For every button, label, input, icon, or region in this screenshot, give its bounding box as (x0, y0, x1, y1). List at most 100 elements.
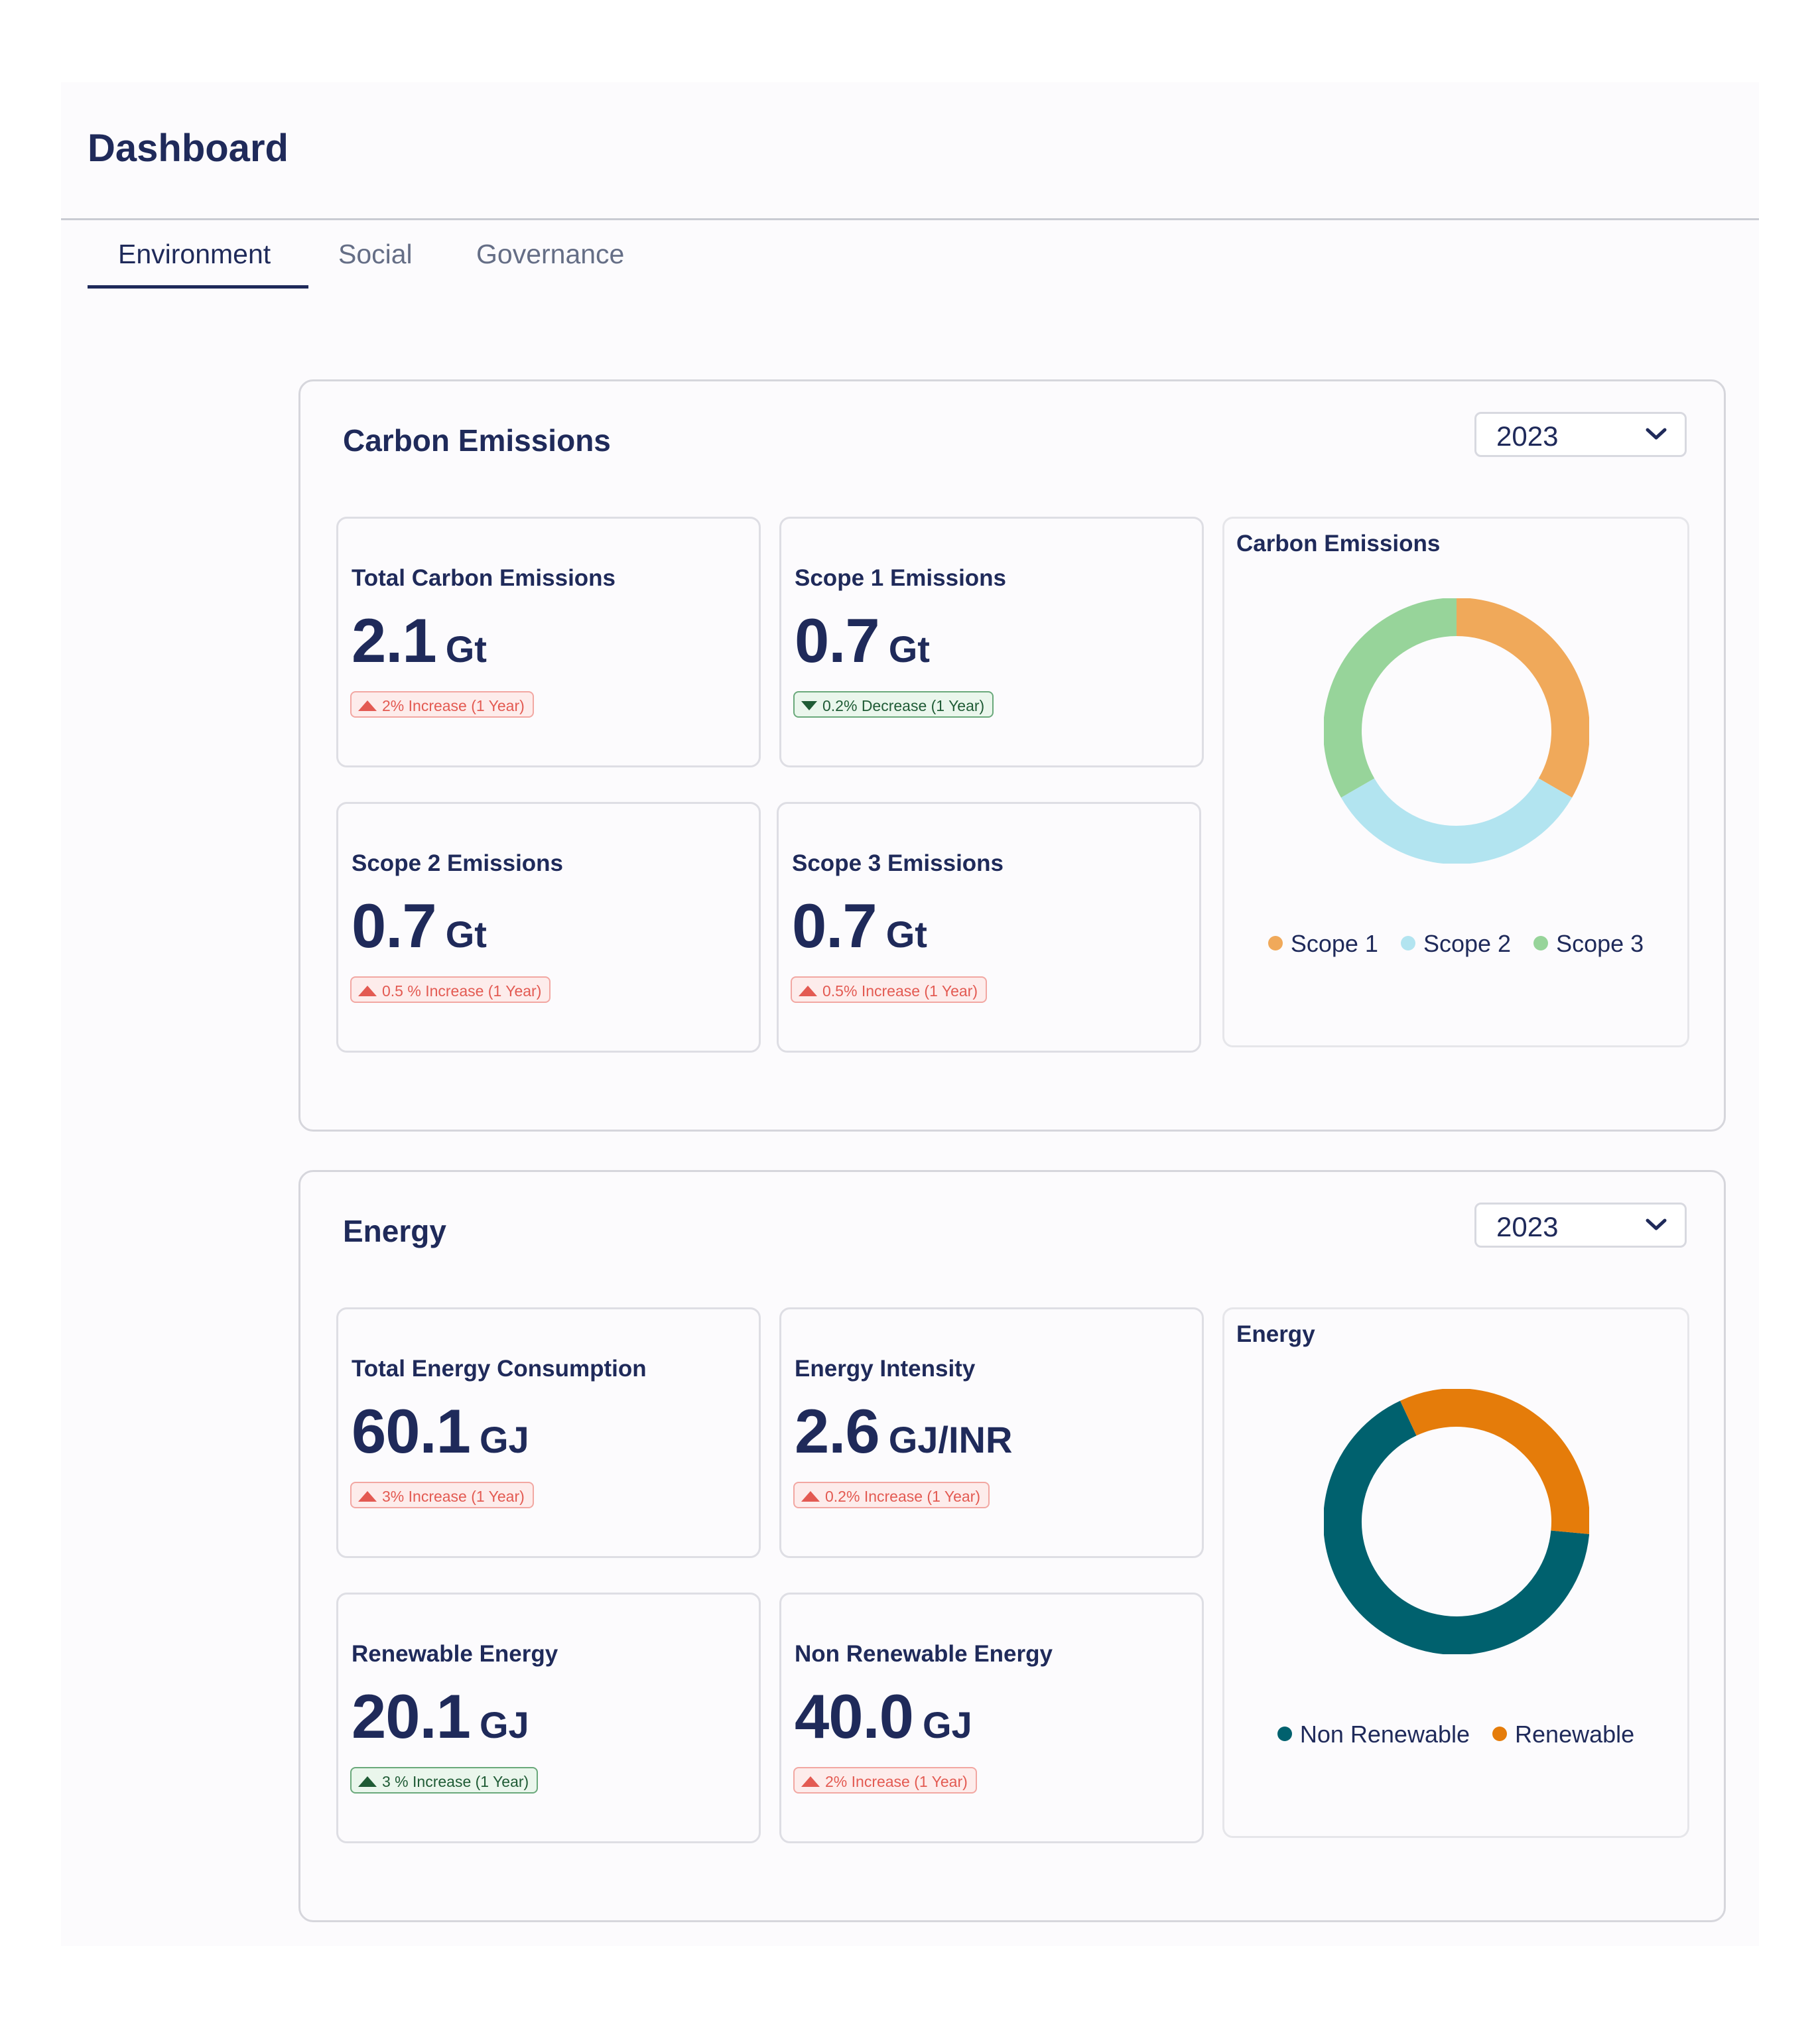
metric-unit: GJ/INR (888, 1419, 1013, 1461)
donut-slice-scope-1 (1456, 598, 1589, 798)
energy-year-select[interactable]: 2023 (1474, 1203, 1687, 1248)
scope-1-emissions-card: Scope 1 Emissions 0.7 Gt 0.2% Decrease (1… (779, 517, 1204, 767)
metric-number: 60.1 (352, 1396, 471, 1466)
legend-label: Scope 1 (1290, 930, 1378, 957)
trend-text: 0.5 % Increase (1 Year) (382, 982, 542, 1000)
legend-swatch (1277, 1727, 1292, 1742)
metric-value: 2.6 GJ/INR (795, 1396, 1012, 1467)
metric-unit: Gt (445, 628, 487, 670)
metric-unit: GJ (479, 1419, 529, 1461)
metric-unit: Gt (888, 628, 930, 670)
carbon-emissions-section: Carbon Emissions 2023 Total Carbon Emiss… (298, 379, 1726, 1132)
legend-item-scope-3: Scope 3 (1533, 930, 1644, 958)
metric-unit: GJ (922, 1704, 972, 1746)
legend-item-scope-1: Scope 1 (1268, 930, 1378, 958)
trend-badge: 0.5% Increase (1 Year) (791, 976, 987, 1003)
non-renewable-energy-card: Non Renewable Energy 40.0 GJ 2% Increase … (779, 1593, 1204, 1843)
chart-legend: Non Renewable Renewable (1224, 1721, 1687, 1748)
metric-value: 0.7 Gt (795, 605, 930, 677)
carbon-emissions-donut-chart (1324, 598, 1589, 864)
scope-3-emissions-card: Scope 3 Emissions 0.7 Gt 0.5% Increase (1… (777, 802, 1201, 1053)
section-title: Carbon Emissions (343, 423, 611, 458)
energy-donut-chart (1324, 1389, 1589, 1654)
trend-up-icon (358, 1490, 377, 1502)
metric-number: 0.7 (352, 891, 437, 960)
trend-up-icon (801, 1490, 820, 1502)
metric-label: Total Energy Consumption (352, 1356, 647, 1382)
legend-swatch (1400, 936, 1415, 951)
total-energy-consumption-card: Total Energy Consumption 60.1 GJ 3% Incre… (336, 1307, 761, 1558)
metric-value: 0.7 Gt (792, 890, 927, 962)
metric-label: Total Carbon Emissions (352, 565, 616, 591)
metric-label: Scope 1 Emissions (795, 565, 1007, 591)
trend-up-icon (801, 1776, 820, 1787)
metric-label: Energy Intensity (795, 1356, 976, 1382)
metric-unit: Gt (445, 913, 487, 955)
trend-up-icon (358, 700, 377, 711)
metric-number: 20.1 (352, 1681, 471, 1751)
metric-label: Non Renewable Energy (795, 1641, 1053, 1667)
donut-slice-scope-3 (1324, 598, 1457, 798)
trend-text: 0.2% Increase (1 Year) (825, 1488, 980, 1505)
total-carbon-emissions-card: Total Carbon Emissions 2.1 Gt 2% Increase… (336, 517, 761, 767)
energy-section: Energy 2023 Total Energy Consumption 60.… (298, 1170, 1726, 1922)
trend-down-icon (801, 700, 817, 710)
tab-governance[interactable]: Governance (476, 239, 625, 269)
carbon-emissions-chart-card: Carbon Emissions Scope 1 Scope 2 Scope 3 (1222, 517, 1689, 1047)
metric-label: Scope 3 Emissions (792, 850, 1004, 876)
carbon-year-select[interactable]: 2023 (1474, 412, 1687, 457)
trend-badge: 2% Increase (1 Year) (350, 691, 534, 718)
trend-up-icon (358, 1776, 377, 1787)
metric-value: 2.1 Gt (352, 605, 487, 677)
legend-swatch (1492, 1727, 1508, 1742)
donut-slice-renewable (1400, 1389, 1589, 1534)
renewable-energy-card: Renewable Energy 20.1 GJ 3 % Increase (1 … (336, 1593, 761, 1843)
donut-slice-scope-2 (1340, 777, 1573, 864)
metric-number: 2.6 (795, 1396, 880, 1466)
legend-label: Scope 2 (1423, 930, 1512, 957)
metric-label: Renewable Energy (352, 1641, 558, 1667)
year-value: 2023 (1496, 421, 1559, 452)
metric-number: 2.1 (352, 606, 437, 675)
legend-swatch (1533, 936, 1549, 951)
chart-title: Energy (1236, 1321, 1315, 1347)
year-value: 2023 (1496, 1211, 1559, 1242)
trend-badge: 0.5 % Increase (1 Year) (350, 976, 551, 1003)
page-title: Dashboard (88, 127, 289, 170)
scope-2-emissions-card: Scope 2 Emissions 0.7 Gt 0.5 % Increase (… (336, 802, 761, 1053)
legend-label: Renewable (1515, 1721, 1635, 1748)
legend-item-non-renewable: Non Renewable (1277, 1721, 1470, 1748)
legend-label: Non Renewable (1299, 1721, 1470, 1748)
legend-item-renewable: Renewable (1492, 1721, 1634, 1748)
metric-value: 0.7 Gt (352, 890, 487, 962)
trend-badge: 3% Increase (1 Year) (350, 1482, 534, 1508)
trend-badge: 2% Increase (1 Year) (793, 1767, 977, 1794)
metric-value: 60.1 GJ (352, 1396, 529, 1467)
metric-number: 0.7 (792, 891, 878, 960)
trend-up-icon (358, 985, 377, 996)
chart-legend: Scope 1 Scope 2 Scope 3 (1224, 930, 1687, 958)
metric-value: 40.0 GJ (795, 1681, 972, 1752)
metric-unit: Gt (885, 913, 927, 955)
tab-social[interactable]: Social (338, 239, 413, 269)
active-tab-indicator (88, 285, 308, 289)
legend-swatch (1268, 936, 1283, 951)
trend-badge: 3 % Increase (1 Year) (350, 1767, 539, 1794)
trend-badge: 0.2% Increase (1 Year) (793, 1482, 990, 1508)
trend-text: 2% Increase (1 Year) (825, 1773, 968, 1790)
metric-label: Scope 2 Emissions (352, 850, 564, 876)
chart-title: Carbon Emissions (1236, 531, 1441, 556)
chevron-down-icon (1646, 428, 1667, 440)
tab-environment[interactable]: Environment (118, 239, 271, 269)
trend-text: 3% Increase (1 Year) (382, 1488, 525, 1505)
donut-slice-non-renewable (1324, 1400, 1589, 1654)
trend-text: 2% Increase (1 Year) (382, 697, 525, 714)
metric-number: 0.7 (795, 606, 880, 675)
trend-up-icon (799, 985, 817, 996)
energy-chart-card: Energy Non Renewable Renewable (1222, 1307, 1689, 1838)
trend-badge: 0.2% Decrease (1 Year) (793, 691, 994, 718)
energy-intensity-card: Energy Intensity 2.6 GJ/INR 0.2% Increase… (779, 1307, 1204, 1558)
section-title: Energy (343, 1214, 446, 1248)
trend-text: 0.5% Increase (1 Year) (822, 982, 978, 1000)
metric-number: 40.0 (795, 1681, 914, 1751)
